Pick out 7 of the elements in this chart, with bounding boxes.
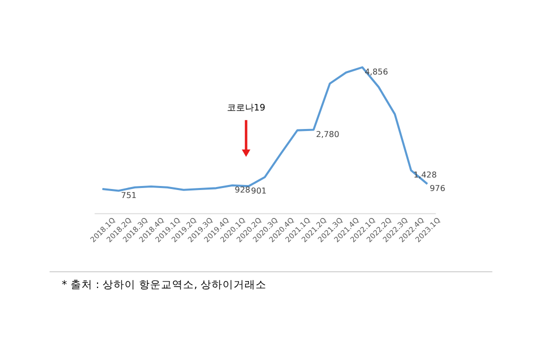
data-label: 901 bbox=[251, 186, 267, 196]
data-label: 976 bbox=[430, 183, 446, 194]
annotation: 코로나19 bbox=[226, 104, 266, 114]
text: * 출처 : 상하이 항운교역소, 상하이거래소 bbox=[62, 279, 267, 292]
data-label: 751 bbox=[121, 190, 137, 200]
data-label: 928 bbox=[234, 184, 250, 195]
data-label: 2,780 bbox=[316, 129, 340, 140]
